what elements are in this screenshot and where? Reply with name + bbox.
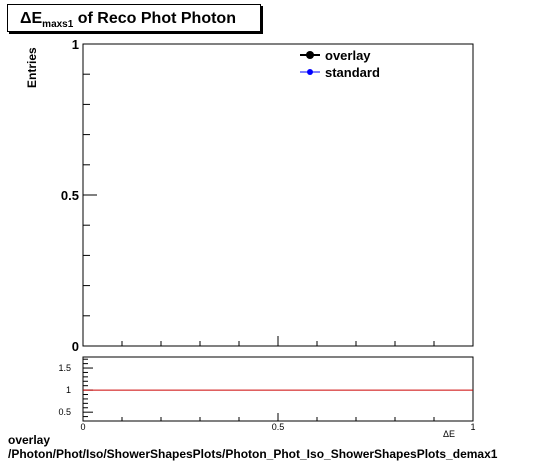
chart-title: ΔEmaxs1 of Reco Phot Photon bbox=[20, 10, 236, 30]
legend-marker-overlay bbox=[306, 51, 314, 59]
footer-line1: overlay bbox=[8, 433, 51, 447]
ratio-y-tick-label: 1 bbox=[66, 385, 71, 395]
legend-marker-standard bbox=[307, 69, 313, 75]
ratio-y-tick-label: 0.5 bbox=[58, 407, 71, 417]
legend-label-overlay: overlay bbox=[325, 48, 371, 63]
ratio-x-axis-label: ΔE bbox=[443, 429, 455, 439]
title-prefix: ΔE bbox=[20, 10, 43, 27]
ratio-x-tick-label: 0.5 bbox=[272, 422, 285, 432]
ratio-x-tick-label: 0 bbox=[80, 422, 85, 432]
main-y-tick-label: 1 bbox=[72, 37, 79, 52]
footer-line2: /Photon/Phot/Iso/ShowerShapesPlots/Photo… bbox=[8, 447, 498, 461]
main-y-tick-label: 0.5 bbox=[61, 188, 79, 203]
ratio-x-tick-label: 1 bbox=[470, 422, 475, 432]
ratio-plot-frame bbox=[82, 356, 474, 422]
chart-title-box: ΔEmaxs1 of Reco Phot Photon bbox=[7, 4, 261, 32]
title-rest: of Reco Phot Photon bbox=[73, 10, 236, 27]
title-subscript: maxs1 bbox=[42, 19, 74, 30]
main-y-tick-label: 0 bbox=[72, 339, 79, 354]
ratio-y-tick-label: 1.5 bbox=[58, 363, 71, 373]
legend-label-standard: standard bbox=[325, 65, 380, 80]
main-plot-frame bbox=[82, 43, 474, 347]
